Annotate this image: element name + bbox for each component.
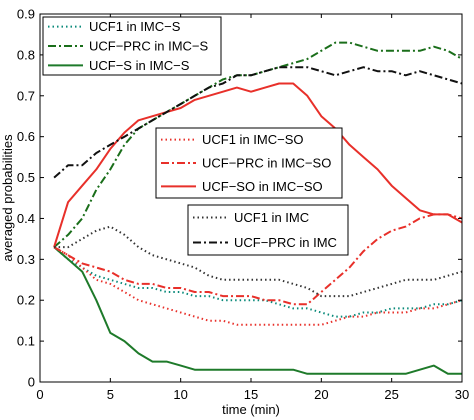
legend-label: UCF1 in IMC−S [89,19,181,34]
series-ucf-so-in-imc-so [53,82,463,248]
legend-label: UCF−PRC in IMC−SO [202,156,331,171]
y-tick-label: 0.6 [17,129,35,144]
x-tick-label: 5 [107,387,114,402]
x-tick-label: 10 [173,387,187,402]
y-tick-label: 0.4 [17,211,35,226]
legend-label: UCF−PRC in IMC−S [89,39,209,54]
x-tick-label: 0 [36,387,43,402]
y-tick-label: 0.5 [17,170,35,185]
series-ucf-prc-in-imc-so [53,213,463,306]
legend-label: UCF−PRC in IMC [234,235,337,250]
y-tick-label: 0.8 [17,47,35,62]
ticks-layer: 0 5 10 15 20 25 30 0 0.1 0.2 0.3 0.4 0.5 0.6 0.7 0.8 0.9 [17,7,469,403]
legend-box [187,204,349,256]
y-tick-label: 0.9 [17,7,35,22]
x-tick-label: 15 [244,387,258,402]
series-ucf1-in-imc-s [53,246,463,318]
x-tick-label: 20 [314,387,328,402]
series-ucf-prc-in-imc [53,66,463,179]
y-tick-label: 0.1 [17,334,35,349]
y-tick-label: 0.3 [17,252,35,267]
legend-2: UCF1 in IMC−SO UCF−PRC in IMC−SO UCF−SO in… [155,127,343,199]
legend-1: UCF1 in IMC−S UCF−PRC in IMC−S UCF−S in IM… [42,16,222,76]
legend-3: UCF1 in IMC UCF−PRC in IMC [187,204,349,256]
y-tick-label: 0.2 [17,293,35,308]
x-tick-label: 30 [455,387,469,402]
y-axis-label: averaged probabilities [0,134,15,262]
series-ucf1-in-imc-so [53,246,463,326]
series-layer [53,41,463,375]
legend-label: UCF1 in IMC−SO [202,132,304,147]
series-ucf-s-in-imc-s [53,246,462,375]
legend-label: UCF1 in IMC [234,210,309,225]
y-tick-label: 0 [28,375,35,390]
legend-layer: UCF1 in IMC−S UCF−PRC in IMC−S UCF−S in IM… [42,16,349,256]
x-axis-label: time (min) [222,402,280,417]
legend-label: UCF−SO in IMC−SO [202,179,323,194]
x-tick-label: 25 [384,387,398,402]
legend-label: UCF−S in IMC−S [89,58,190,73]
y-tick-label: 0.7 [17,88,35,103]
